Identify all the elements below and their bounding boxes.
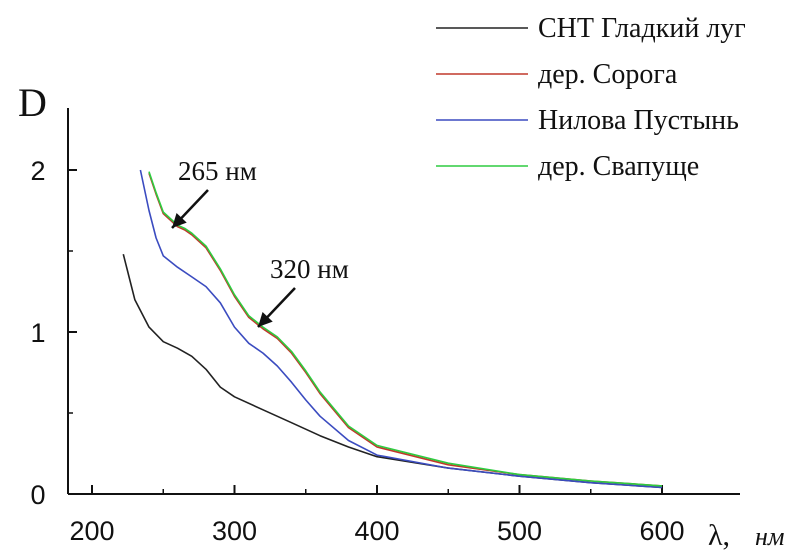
legend: СНТ Гладкий луг дер. Сорога Нилова Пустынь… [436,13,746,182]
legend-label: Нилова Пустынь [538,105,739,136]
x-axis-title: λ, [708,519,730,552]
x-axis-unit: нм [755,522,785,551]
annotation-arrow-head [258,312,273,327]
series-line [148,171,663,487]
y-tick-label: 0 [30,480,45,510]
y-axis-title: D [18,80,47,125]
legend-label: дер. Свапуще [538,151,699,182]
series-line [122,254,663,489]
series-line [148,172,663,487]
x-tick-label: 400 [354,516,399,546]
x-tick-label: 200 [69,516,114,546]
y-tick-label: 1 [30,318,45,348]
y-tick-label: 2 [30,156,45,186]
x-tick-label: 500 [497,516,542,546]
axes [67,108,740,495]
annotation-arrow-head [172,213,187,228]
x-tick-label: 600 [639,516,684,546]
series-group [122,169,663,489]
legend-label: дер. Сорога [538,59,678,90]
annotation-label: 320 нм [270,254,349,284]
ticks: 200 300 400 500 600 0 1 2 [30,156,684,546]
series-line [139,169,663,489]
annotation-label: 265 нм [178,156,257,186]
legend-label: СНТ Гладкий луг [538,13,746,44]
annotations: 265 нм 320 нм [171,156,349,328]
x-tick-label: 300 [212,516,257,546]
